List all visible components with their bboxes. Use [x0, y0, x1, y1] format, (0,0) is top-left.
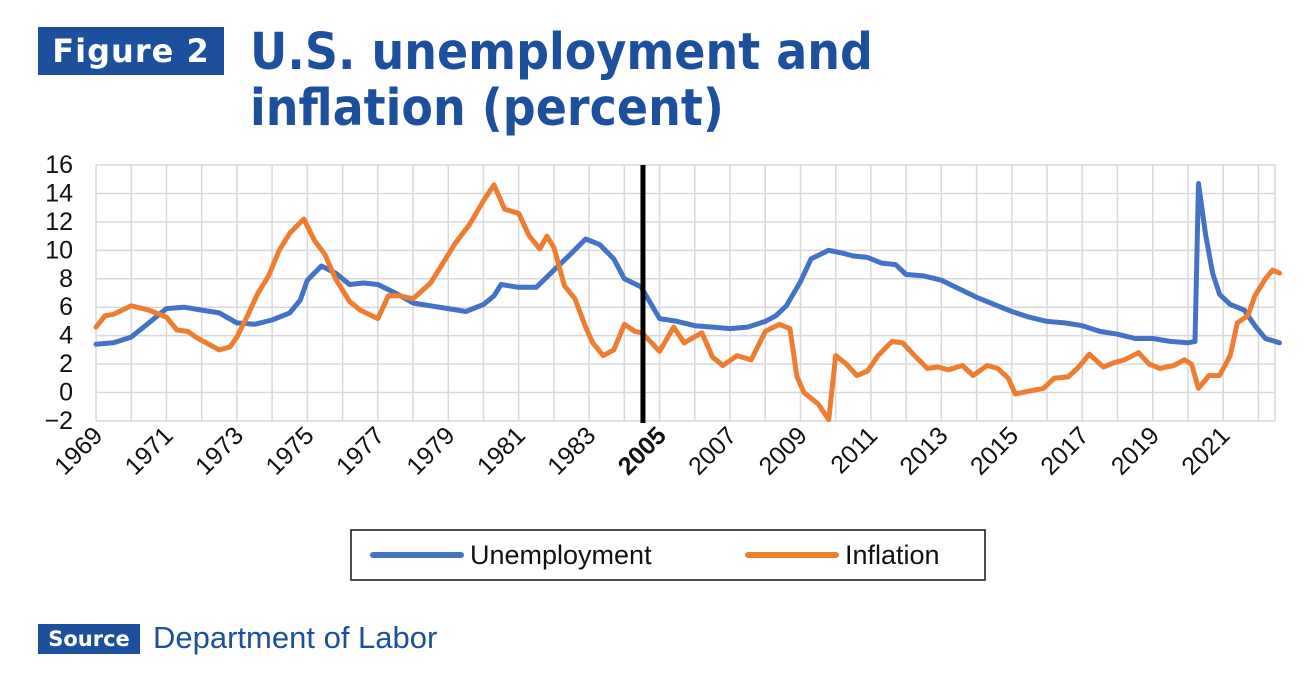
x-tick-label: 2019 [1106, 421, 1165, 480]
x-tick-label: 1977 [331, 421, 390, 480]
y-tick-label: 12 [45, 208, 73, 236]
y-tick-label: −2 [44, 407, 73, 435]
y-tick-label: 2 [59, 350, 73, 378]
x-tick-label: 2021 [1176, 421, 1235, 480]
unemployment-line [93, 181, 1282, 347]
x-tick-label: 2009 [754, 421, 813, 480]
x-tick-label: 1983 [542, 421, 601, 480]
figure-label: Figure 2 [38, 27, 224, 75]
y-tick-label: 6 [59, 293, 73, 321]
y-tick-label: 10 [45, 236, 73, 264]
x-tick-label: 1979 [401, 421, 460, 480]
y-tick-label: 14 [45, 179, 73, 207]
y-tick-label: 0 [59, 379, 73, 407]
y-tick-label: 8 [59, 265, 73, 293]
source-label: Source [38, 624, 140, 654]
y-tick-label: 16 [45, 151, 73, 179]
x-axis: 1969 1971 1973 1975 1977 1979 1981 1983 2005 2007… [49, 421, 1235, 480]
y-tick-label: 4 [59, 322, 73, 350]
legend-label: Inflation [845, 540, 940, 570]
series-lines [93, 181, 1282, 423]
legend-label: Unemployment [470, 540, 652, 570]
inflation-line [93, 182, 1282, 423]
chart-title: U.S. unemployment and inflation (percent… [250, 21, 873, 138]
chart-grid [95, 164, 1276, 422]
source-text: Department of Labor [153, 620, 438, 655]
x-tick-label: 1981 [472, 421, 531, 480]
x-tick-label-highlighted: 2005 [613, 421, 672, 480]
x-tick-label: 2017 [1035, 421, 1094, 480]
x-tick-label: 1975 [260, 421, 319, 480]
x-tick-label: 2007 [683, 421, 742, 480]
x-tick-label: 1971 [120, 421, 179, 480]
x-tick-label: 2015 [965, 421, 1024, 480]
x-tick-label: 2013 [894, 421, 953, 480]
x-tick-label: 1973 [190, 421, 249, 480]
x-tick-label: 2011 [825, 421, 883, 479]
legend: Unemployment Inflation [350, 529, 986, 581]
